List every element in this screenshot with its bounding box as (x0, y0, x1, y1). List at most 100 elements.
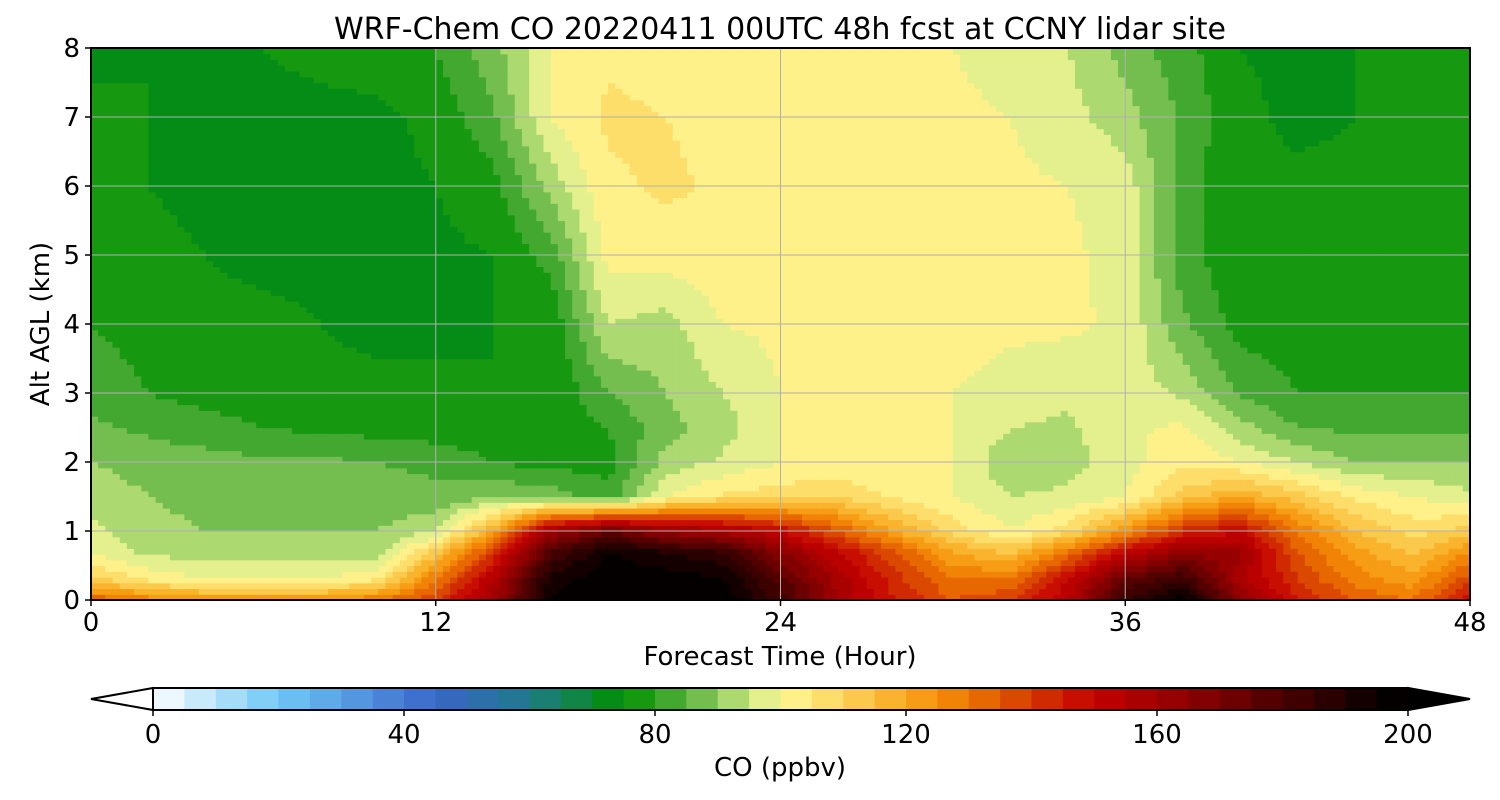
co-cell (543, 490, 552, 498)
co-cell (241, 536, 250, 544)
co-cell (902, 450, 911, 457)
co-cell (787, 473, 796, 480)
co-cell (1225, 450, 1234, 457)
co-cell (1398, 513, 1406, 521)
co-cell (493, 559, 501, 567)
co-cell (486, 513, 494, 521)
co-cell (450, 490, 458, 498)
co-cell (608, 582, 616, 590)
co-cell (1146, 536, 1155, 544)
co-cell (557, 490, 566, 498)
co-cell (916, 577, 925, 584)
co-cell (227, 577, 236, 584)
co-cell (1355, 502, 1363, 509)
co-cell (816, 565, 825, 572)
co-cell (306, 479, 315, 486)
co-cell (1398, 594, 1406, 600)
co-cell (414, 525, 422, 532)
co-cell (909, 508, 918, 515)
co-cell (1412, 588, 1421, 595)
co-cell (270, 594, 279, 600)
co-cell (500, 519, 509, 526)
co-cell (1426, 548, 1435, 555)
co-cell (529, 450, 537, 457)
co-cell (679, 571, 688, 578)
co-cell (1405, 485, 1414, 492)
co-cell (1082, 536, 1090, 544)
co-cell (1240, 577, 1248, 584)
co-cell (816, 525, 825, 532)
co-cell (557, 536, 566, 544)
co-cell (241, 531, 250, 538)
co-cell (873, 496, 882, 503)
co-cell (227, 531, 236, 538)
co-cell (1110, 473, 1119, 480)
co-cell (988, 502, 997, 509)
co-cell (1060, 450, 1069, 457)
co-cell (1362, 462, 1371, 469)
co-cell (299, 565, 308, 572)
co-cell (1182, 467, 1191, 475)
co-cell (414, 508, 422, 515)
co-cell (378, 502, 387, 509)
co-cell (1204, 571, 1213, 578)
co-cell (557, 582, 566, 590)
co-cell (694, 594, 703, 600)
co-cell (823, 450, 832, 457)
co-cell (1247, 542, 1256, 549)
co-cell (1103, 554, 1112, 561)
co-cell (644, 490, 652, 498)
co-cell (500, 450, 509, 457)
co-cell (191, 450, 200, 457)
co-cell (198, 502, 207, 509)
co-cell (91, 479, 99, 486)
co-cell (866, 531, 875, 538)
co-cell (873, 513, 882, 521)
co-cell (1189, 450, 1198, 457)
co-cell (363, 462, 372, 469)
co-cell (1462, 485, 1470, 492)
co-cell (1319, 496, 1327, 503)
co-cell (1333, 496, 1342, 503)
co-cell (1218, 565, 1227, 572)
co-cell (794, 502, 803, 509)
co-cell (924, 473, 932, 480)
co-cell (457, 490, 466, 498)
co-cell (277, 473, 286, 480)
co-cell (241, 508, 250, 515)
co-cell (1146, 565, 1155, 572)
co-cell (270, 479, 279, 486)
co-cell (177, 462, 185, 469)
co-cell (622, 525, 631, 532)
co-cell (1283, 462, 1292, 469)
co-cell (356, 554, 365, 561)
co-cell (945, 536, 954, 544)
co-cell (1333, 525, 1342, 532)
co-cell (1326, 485, 1335, 492)
co-cell (744, 479, 753, 486)
co-cell (1031, 594, 1040, 600)
co-cell (1254, 462, 1263, 469)
co-cell (1405, 548, 1414, 555)
co-cell (349, 496, 358, 503)
co-cell (1103, 531, 1112, 538)
co-cell (105, 542, 114, 549)
co-cell (1240, 467, 1248, 475)
co-cell (1146, 479, 1155, 486)
co-cell (1462, 548, 1470, 555)
co-cell (98, 582, 106, 590)
co-cell (787, 502, 796, 509)
co-cell (421, 513, 430, 521)
co-cell (292, 525, 300, 532)
co-cell (902, 473, 911, 480)
co-cell (909, 548, 918, 555)
co-cell (1074, 559, 1083, 567)
co-cell (277, 525, 286, 532)
co-cell (1031, 467, 1040, 475)
co-cell (500, 473, 509, 480)
co-cell (277, 554, 286, 561)
co-cell (1240, 559, 1248, 567)
co-cell (1153, 490, 1162, 498)
co-cell (1110, 582, 1119, 590)
co-cell (672, 594, 681, 600)
